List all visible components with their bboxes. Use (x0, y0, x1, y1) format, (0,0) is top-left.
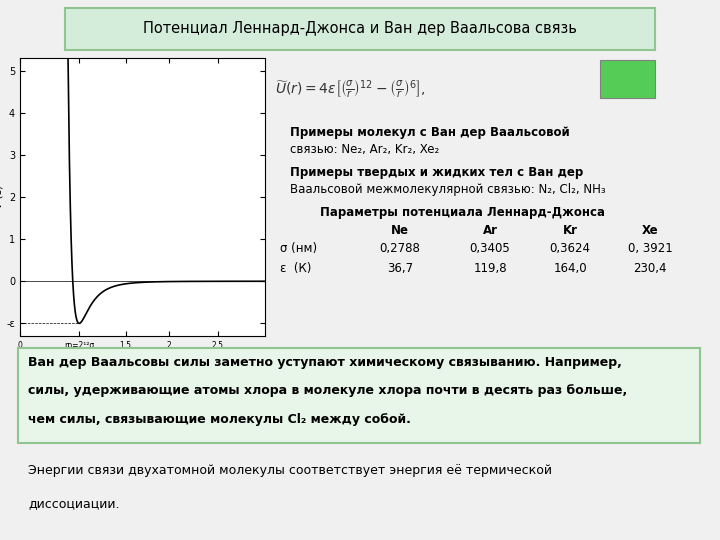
Text: Примеры твердых и жидких тел с Ван дер: Примеры твердых и жидких тел с Ван дер (290, 166, 583, 179)
Text: 36,7: 36,7 (387, 262, 413, 275)
Text: 0,3405: 0,3405 (469, 242, 510, 255)
Text: 0,3624: 0,3624 (549, 242, 590, 255)
Text: связью: Ne₂, Ar₂, Kr₂, Xe₂: связью: Ne₂, Ar₂, Kr₂, Xe₂ (290, 143, 439, 156)
Text: σ (нм): σ (нм) (280, 242, 317, 255)
Text: 230,4: 230,4 (634, 262, 667, 275)
Text: Параметры потенциала Леннард-Джонса: Параметры потенциала Леннард-Джонса (320, 206, 605, 219)
Text: Ar: Ar (482, 224, 498, 237)
Text: Ne: Ne (391, 224, 409, 237)
Text: гнм: гнм (117, 347, 134, 355)
Text: силы, удерживающие атомы хлора в молекуле хлора почти в десять раз больше,: силы, удерживающие атомы хлора в молекул… (28, 384, 628, 397)
Bar (600, 60, 655, 98)
Text: Ваальсовой межмолекулярной связью: N₂, Cl₂, NH₃: Ваальсовой межмолекулярной связью: N₂, C… (290, 183, 606, 196)
Text: Kr: Kr (562, 224, 577, 237)
Text: 164,0: 164,0 (553, 262, 587, 275)
Text: чем силы, связывающие молекулы Cl₂ между собой.: чем силы, связывающие молекулы Cl₂ между… (28, 413, 411, 426)
Y-axis label: V (ε): V (ε) (0, 185, 4, 209)
Text: Энергии связи двухатомной молекулы соответствует энергия её термической: Энергии связи двухатомной молекулы соотв… (28, 464, 552, 477)
Text: Ван дер Ваальсовы силы заметно уступают химическому связыванию. Например,: Ван дер Ваальсовы силы заметно уступают … (28, 356, 622, 369)
Text: Потенциал Леннард-Джонса и Ван дер Ваальсова связь: Потенциал Леннард-Джонса и Ван дер Вааль… (143, 22, 577, 37)
Text: 0, 3921: 0, 3921 (628, 242, 672, 255)
Text: ε  (К): ε (К) (280, 262, 311, 275)
Text: Примеры молекул с Ван дер Ваальсовой: Примеры молекул с Ван дер Ваальсовой (290, 126, 570, 139)
Text: 119,8: 119,8 (473, 262, 507, 275)
Text: диссоциации.: диссоциации. (28, 497, 120, 511)
Text: $\widetilde{U}(r) = 4\varepsilon\left[\left(\frac{\sigma}{r}\right)^{12}-\left(\: $\widetilde{U}(r) = 4\varepsilon\left[\l… (275, 78, 426, 100)
Text: 0,2788: 0,2788 (379, 242, 420, 255)
Text: Xe: Xe (642, 224, 658, 237)
